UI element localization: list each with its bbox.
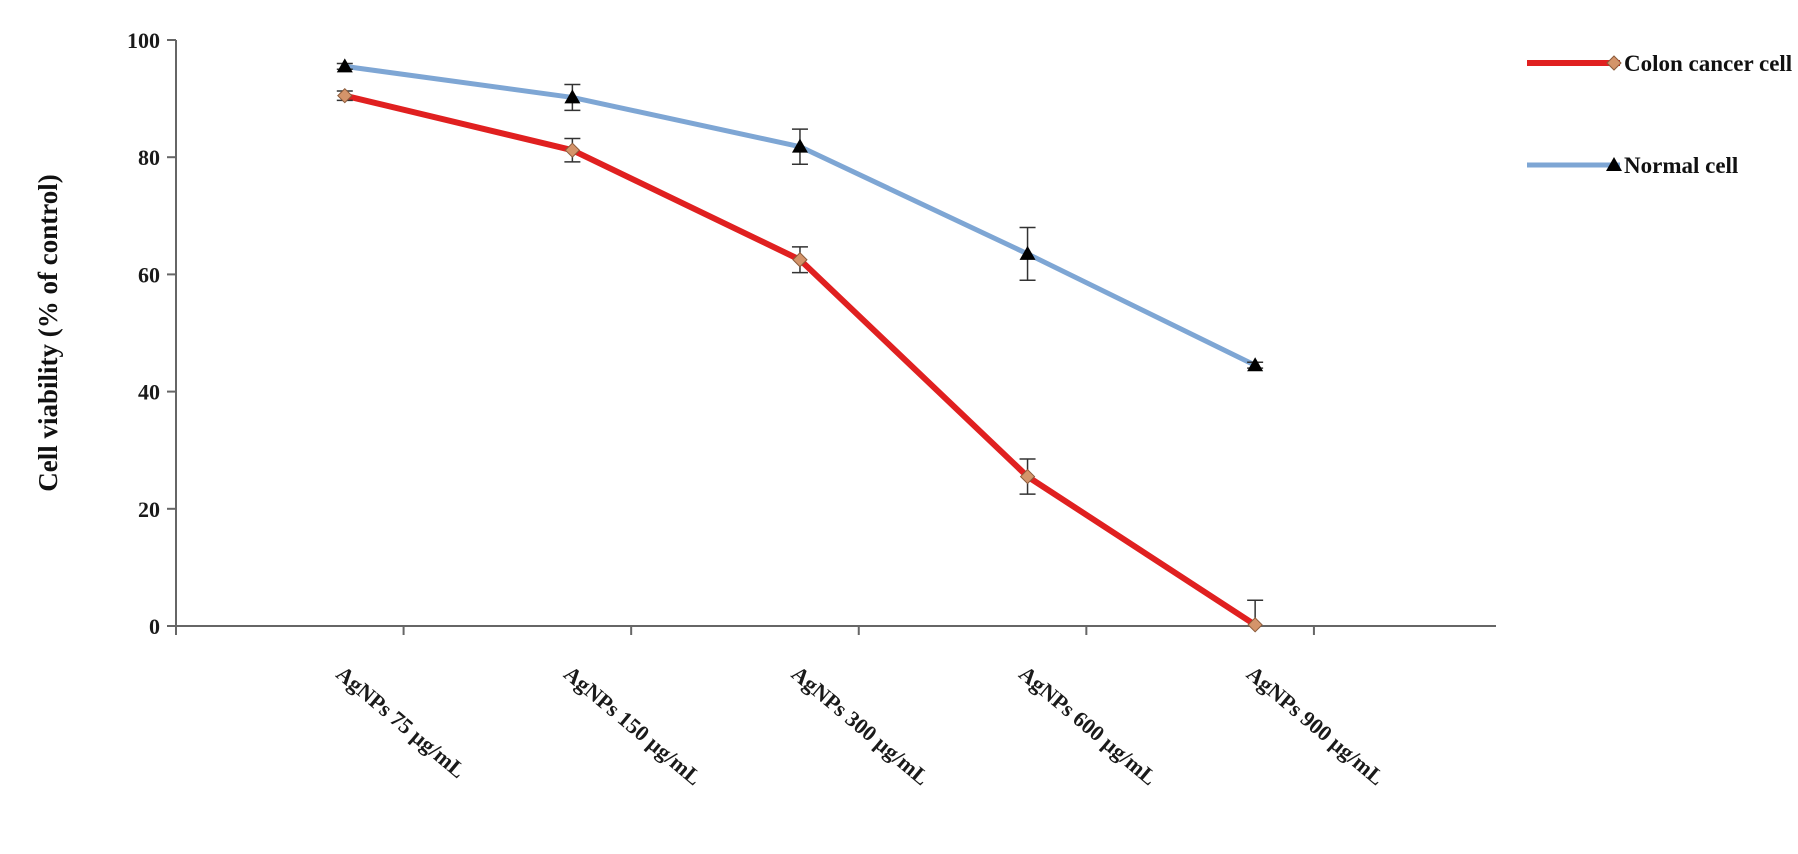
legend-marker — [1606, 157, 1622, 171]
data-point — [1247, 617, 1263, 633]
data-point — [336, 58, 353, 73]
x-category-label: AgNPs 600 µg/mL — [1014, 661, 1162, 790]
data-point — [791, 138, 808, 153]
x-category-label: AgNPs 900 µg/mL — [1242, 661, 1390, 790]
data-point — [337, 87, 353, 104]
legend-item: Normal cell — [1527, 153, 1738, 178]
series-1 — [336, 58, 1264, 372]
y-tick-label: 80 — [138, 145, 160, 170]
y-axis-ticks: 0 20 40 60 80 100 — [127, 28, 176, 639]
y-tick-label: 20 — [138, 497, 160, 522]
data-point — [792, 252, 808, 268]
y-tick-label: 100 — [127, 28, 160, 53]
legend: Colon cancer cell Normal cell — [1527, 51, 1792, 178]
x-category-label: AgNPs 150 µg/mL — [559, 661, 707, 790]
legend-marker — [1606, 55, 1622, 71]
data-point — [564, 142, 581, 158]
series-0 — [336, 87, 1264, 633]
x-category-label: AgNPs 300 µg/mL — [787, 661, 935, 790]
x-category-label: AgNPs 75 µg/mL — [332, 661, 471, 783]
y-axis-title: Cell viability (% of control) — [33, 174, 63, 491]
data-point — [1019, 245, 1036, 260]
legend-label: Colon cancer cell — [1624, 51, 1792, 76]
legend-item: Colon cancer cell — [1527, 51, 1792, 76]
data-point — [564, 89, 581, 104]
x-axis-ticks — [175, 626, 1315, 635]
y-tick-label: 0 — [149, 614, 160, 639]
y-tick-label: 60 — [138, 262, 160, 287]
series-line — [342, 63, 1258, 368]
series-layer — [336, 58, 1264, 633]
y-tick-label: 40 — [138, 380, 160, 405]
legend-label: Normal cell — [1624, 153, 1738, 178]
series-line — [341, 92, 1259, 628]
data-point — [1247, 357, 1264, 372]
category-labels: AgNPs 75 µg/mL AgNPs 150 µg/mL AgNPs 300 µ… — [332, 661, 1390, 790]
data-point — [1019, 468, 1036, 485]
